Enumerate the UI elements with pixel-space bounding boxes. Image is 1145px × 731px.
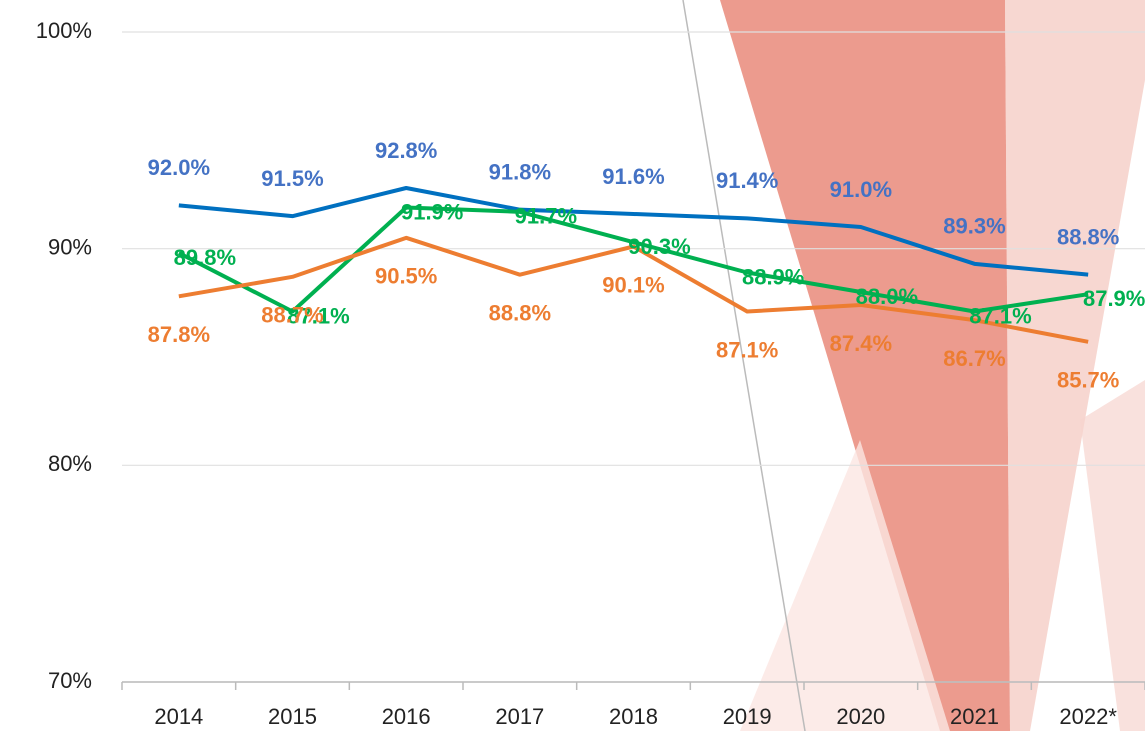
background-decoration <box>682 0 1145 731</box>
x-tick-label: 2021 <box>950 704 999 729</box>
y-tick-label: 70% <box>48 668 92 693</box>
value-label: 89.8% <box>174 245 236 270</box>
series-line <box>178 235 1089 344</box>
value-label: 87.8% <box>148 322 210 347</box>
value-label: 87.9% <box>1083 286 1145 311</box>
value-label: 92.0% <box>148 155 210 180</box>
x-tick-label: 2015 <box>268 704 317 729</box>
value-label: 91.7% <box>515 204 577 229</box>
value-label: 91.6% <box>602 164 664 189</box>
decor-shape <box>720 0 1010 731</box>
value-label: 90.5% <box>375 264 437 289</box>
value-label: 87.1% <box>287 303 349 328</box>
x-tick-label: 2022* <box>1059 704 1117 729</box>
value-label: 91.8% <box>489 159 551 184</box>
value-label: 91.4% <box>716 168 778 193</box>
x-tick-label: 2016 <box>382 704 431 729</box>
x-tick-label: 2019 <box>723 704 772 729</box>
value-label: 87.4% <box>830 331 892 356</box>
value-label: 88.9% <box>742 264 804 289</box>
series-line <box>178 186 1089 277</box>
value-label: 90.3% <box>628 234 690 259</box>
value-label: 91.9% <box>401 199 463 224</box>
series-line <box>177 205 1089 314</box>
value-label: 85.7% <box>1057 368 1119 393</box>
x-tick-label: 2020 <box>836 704 885 729</box>
value-label: 91.5% <box>261 166 323 191</box>
y-tick-label: 90% <box>48 234 92 259</box>
value-label: 88.0% <box>856 284 918 309</box>
value-label: 89.3% <box>943 214 1005 239</box>
value-label: 90.1% <box>602 272 664 297</box>
value-label: 88.7% <box>261 303 323 328</box>
value-label: 86.7% <box>943 346 1005 371</box>
value-label: 88.8% <box>489 300 551 325</box>
decor-shape <box>1080 380 1145 731</box>
value-label: 87.1% <box>969 303 1031 328</box>
value-label: 87.1% <box>716 337 778 362</box>
x-tick-label: 2014 <box>154 704 203 729</box>
x-tick-label: 2018 <box>609 704 658 729</box>
y-tick-label: 100% <box>36 18 92 43</box>
y-tick-label: 80% <box>48 451 92 476</box>
value-label: 92.8% <box>375 138 437 163</box>
value-label: 91.0% <box>830 177 892 202</box>
decor-line <box>682 0 806 731</box>
value-label: 88.8% <box>1057 224 1119 249</box>
decor-shape <box>1005 0 1145 731</box>
plot-area: 70% 80% 90% 100% 2014 2015 2016 2017 2018 2019 202… <box>36 18 1145 729</box>
x-tick-label: 2017 <box>495 704 544 729</box>
